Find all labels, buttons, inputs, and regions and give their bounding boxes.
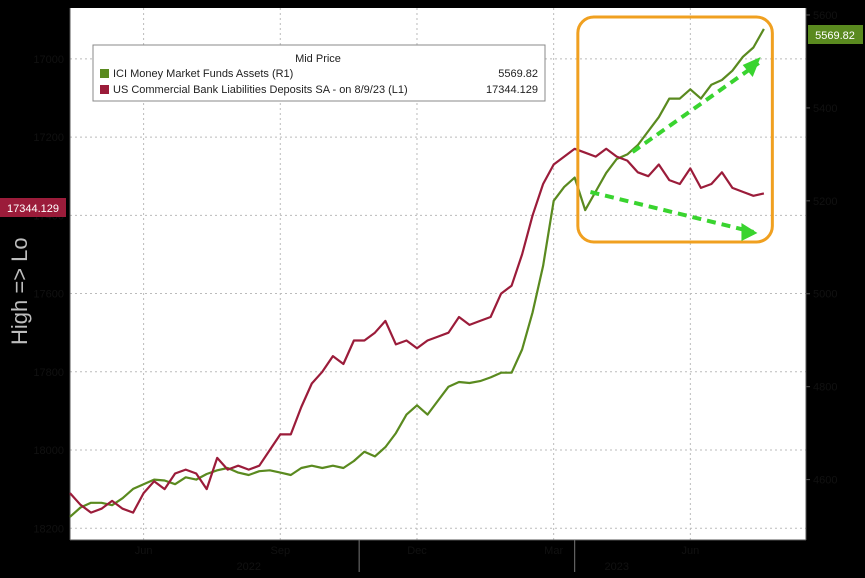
arrow-down-line [589,190,754,234]
series-layer [69,28,765,518]
arrow-up-line [631,61,760,154]
year-label: 2023 [605,561,629,573]
year-label: 2022 [237,561,261,573]
legend-value-mmf: 5569.82 [498,68,538,80]
right-tick-label: 5200 [813,196,837,208]
x-axis: Jun Sep Dec Mar Jun 2022 2023 [70,539,806,573]
left-tick-label: 18000 [33,445,64,457]
series-line-deposits [69,147,765,514]
legend-swatch-deposits [100,85,109,94]
left-tick-label: 17800 [33,367,64,379]
series-line-mmf [69,28,765,518]
left-axis-title: High => Lo [7,237,32,345]
left-tick-label: 18200 [33,523,64,535]
left-tick-label: 17000 [33,54,64,66]
legend-label-mmf: ICI Money Market Funds Assets (R1) [113,68,293,80]
right-tick-label: 5600 [813,10,837,22]
legend-title: Mid Price [295,53,341,65]
left-axis-label: High => Lo [7,237,32,345]
annotations [576,15,774,244]
legend-label-deposits: US Commercial Bank Liabilities Deposits … [113,84,408,96]
left-tick-label: 17200 [33,132,64,144]
legend-swatch-mmf [100,69,109,78]
right-tick-label: 5400 [813,103,837,115]
x-tick-label: Mar [544,545,563,557]
arrow-up-head [742,57,761,77]
left-tick-label: 17600 [33,289,64,301]
right-tick-label: 4800 [813,382,837,394]
arrow-down-head [741,223,758,241]
right-current-badge [808,25,863,44]
gridlines [70,8,806,540]
right-current-value: 5569.82 [815,30,855,42]
current-value-labels: 17344.129 5569.82 [0,25,863,217]
x-tick-label: Sep [270,545,290,557]
x-tick-label: Jun [135,545,153,557]
left-current-value: 17344.129 [7,203,59,215]
right-tick-label: 4600 [813,475,837,487]
right-tick-label: 5000 [813,289,837,301]
right-axis: 5600 5400 5200 5000 4800 4600 [805,8,837,540]
legend-value-deposits: 17344.129 [486,84,538,96]
x-tick-label: Jun [681,545,699,557]
x-tick-label: Dec [407,545,427,557]
legend: Mid Price ICI Money Market Funds Assets … [92,44,546,102]
left-current-badge [0,198,66,217]
highlight-box [576,15,774,244]
